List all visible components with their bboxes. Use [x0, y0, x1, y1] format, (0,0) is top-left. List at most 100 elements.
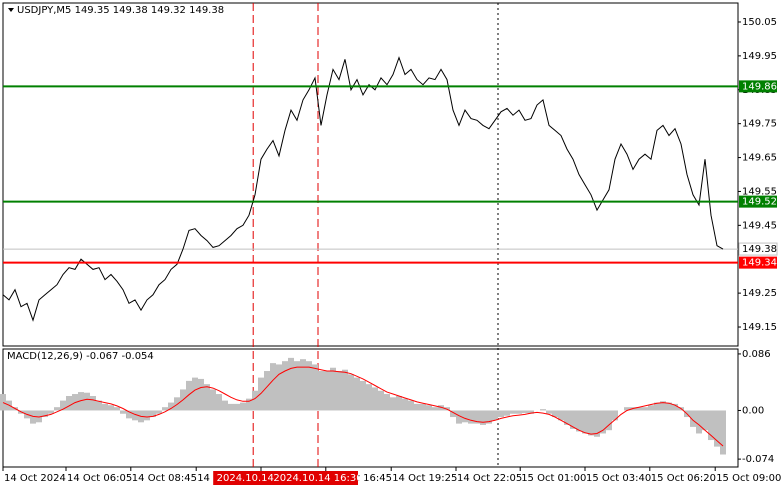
macd-bar [666, 402, 672, 411]
macd-bar [492, 410, 498, 421]
macd-bar [576, 410, 582, 432]
macd-bar [516, 410, 522, 414]
level-label: 149.86 [742, 81, 777, 92]
macd-bar [264, 371, 270, 411]
macd-bar [564, 410, 570, 425]
marker-label: 2024.10.14 13 [217, 473, 290, 484]
macd-bar [324, 371, 330, 411]
macd-bar [168, 402, 174, 411]
price-line [2, 56, 724, 322]
macd-bar [150, 410, 156, 418]
macd-bar [66, 396, 72, 411]
chart-title: USDJPY,M5 149.35 149.38 149.32 149.38 [17, 5, 224, 16]
macd-bar [222, 400, 228, 411]
macd-bar [558, 410, 564, 421]
macd-bar [240, 402, 246, 411]
macd-bar [396, 396, 402, 411]
macd-bar [372, 387, 378, 411]
macd-bar [660, 401, 666, 411]
macd-bar [522, 410, 528, 414]
y-tick-label: 0.086 [742, 349, 771, 360]
x-tick-label: 14 Oct 06:05 [67, 473, 132, 484]
macd-bar [360, 380, 366, 411]
macd-bar [102, 403, 108, 411]
macd-bar [672, 403, 678, 411]
macd-bar [468, 410, 474, 424]
macd-bar [210, 389, 216, 411]
macd-bar [282, 361, 288, 411]
signal-line [2, 366, 724, 447]
macd-bar [510, 410, 516, 414]
macd-bar [390, 397, 396, 411]
macd-bar [30, 410, 36, 424]
macd-bar [294, 361, 300, 411]
macd-bar [432, 407, 438, 411]
macd-bar [144, 410, 150, 421]
y-tick-label: 149.55 [742, 186, 777, 197]
macd-bar [570, 410, 576, 429]
marker-label-box [213, 471, 294, 485]
macd-bar [582, 410, 588, 434]
macd-bar [462, 410, 468, 423]
macd-bar [48, 410, 54, 414]
macd-bar [636, 407, 642, 411]
marker-label-box [278, 471, 358, 485]
level-label-box [739, 80, 777, 93]
macd-bar [552, 410, 558, 418]
macd-bar [378, 390, 384, 411]
macd-bar [540, 409, 546, 411]
macd-bar [720, 410, 726, 455]
macd-bar [270, 363, 276, 411]
macd-bar [276, 364, 282, 411]
y-tick-label: 149.65 [742, 153, 777, 164]
macd-bar [108, 405, 114, 411]
macd-bar [588, 410, 594, 436]
macd-bar [690, 410, 696, 427]
macd-bar [0, 394, 6, 411]
macd-bar [414, 403, 420, 411]
current-price-box [738, 242, 778, 256]
y-tick-label: 149.75 [742, 119, 777, 130]
y-tick-label: 149.15 [742, 322, 777, 333]
level-label-box [739, 195, 777, 208]
macd-bar [132, 410, 138, 421]
macd-bar [54, 407, 60, 411]
macd-bar [528, 410, 534, 414]
macd-bar [450, 410, 456, 418]
macd-bar [234, 403, 240, 411]
macd-bar [402, 398, 408, 411]
macd-bar [198, 378, 204, 411]
macd-bar [498, 410, 504, 418]
macd-bar [246, 398, 252, 411]
macd-bar [90, 396, 96, 411]
x-tick-label: 14 Oct 22:05 [457, 473, 522, 484]
macd-bar [78, 392, 84, 411]
macd-bar [186, 380, 192, 411]
macd-bar [504, 410, 510, 416]
x-tick-label: 14 Oct 16:45 [327, 473, 392, 484]
macd-bar [456, 410, 462, 424]
x-tick-label: 15 Oct 06:20 [651, 473, 716, 484]
level-label-box [739, 256, 777, 269]
macd-bar [408, 400, 414, 411]
level-label: 149.52 [742, 197, 777, 208]
x-tick-label: 14 Oct 2024 [4, 473, 66, 484]
price-panel [2, 2, 739, 347]
macd-bar [336, 371, 342, 411]
menu-arrow [8, 8, 14, 12]
y-tick-label: 0.00 [742, 405, 764, 416]
macd-bar [708, 410, 714, 441]
macd-bar [624, 407, 630, 411]
macd-bar [600, 410, 606, 434]
macd-bar [252, 390, 258, 411]
macd-bar [84, 392, 90, 411]
macd-title: MACD(12,26,9) -0.067 -0.054 [7, 351, 154, 362]
macd-bar [702, 410, 708, 431]
macd-bar [192, 377, 198, 411]
macd-bar [36, 410, 42, 423]
macd-bar [126, 410, 132, 419]
y-tick-label: 149.95 [742, 51, 777, 62]
macd-bar [216, 394, 222, 411]
marker-label: 2024.10.14 16:30 [273, 473, 362, 484]
